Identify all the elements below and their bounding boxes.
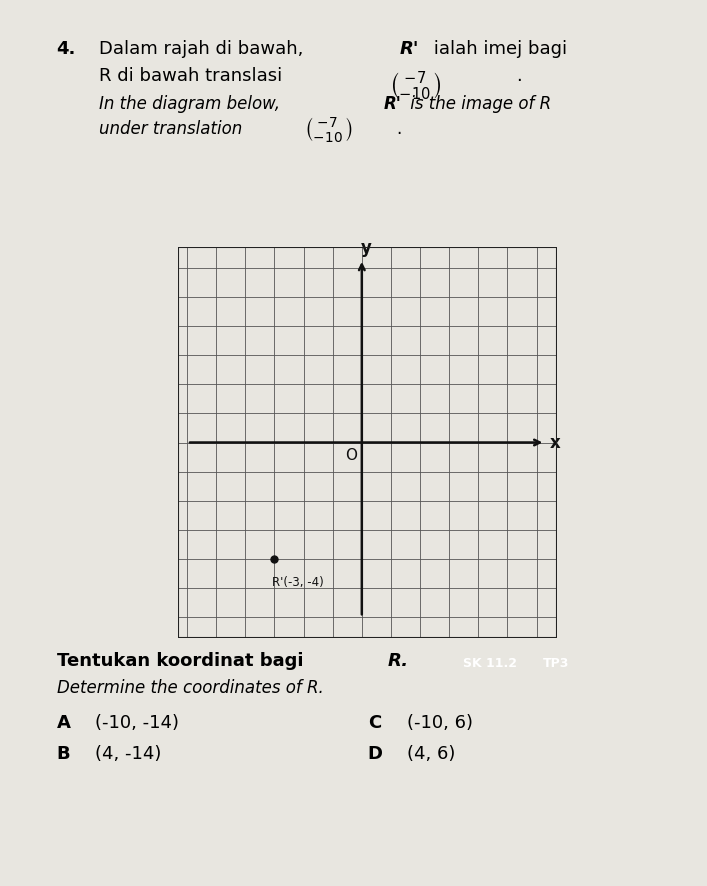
Text: R': R' [399,40,419,58]
Text: y: y [361,239,372,257]
Text: C: C [368,713,381,731]
Text: R.: R. [387,651,409,669]
Text: O: O [346,447,358,462]
Text: $\binom{-7}{-10}$: $\binom{-7}{-10}$ [389,70,441,103]
Text: TP3: TP3 [543,657,570,669]
Text: B: B [57,744,70,762]
Text: ialah imej bagi: ialah imej bagi [428,40,567,58]
Text: 4.: 4. [57,40,76,58]
Text: (-10, 6): (-10, 6) [407,713,472,731]
Text: .: . [396,120,401,137]
Text: is the image of R: is the image of R [405,95,551,113]
Text: D: D [368,744,382,762]
Text: R di bawah translasi: R di bawah translasi [99,66,293,84]
Text: R'(-3, -4): R'(-3, -4) [271,575,323,588]
Text: (4, -14): (4, -14) [95,744,162,762]
Text: A: A [57,713,71,731]
Text: R': R' [384,95,402,113]
Text: x: x [549,434,561,452]
Text: Dalam rajah di bawah,: Dalam rajah di bawah, [99,40,309,58]
Text: $\binom{-7}{-10}$: $\binom{-7}{-10}$ [304,115,352,144]
Text: Determine the coordinates of R.: Determine the coordinates of R. [57,678,323,696]
Text: In the diagram below,: In the diagram below, [99,95,285,113]
Text: under translation: under translation [99,120,252,137]
Text: (4, 6): (4, 6) [407,744,455,762]
Text: (-10, -14): (-10, -14) [95,713,180,731]
Text: .: . [516,66,522,84]
Text: SK 11.2: SK 11.2 [462,657,517,669]
Text: Tentukan koordinat bagi: Tentukan koordinat bagi [57,651,309,669]
